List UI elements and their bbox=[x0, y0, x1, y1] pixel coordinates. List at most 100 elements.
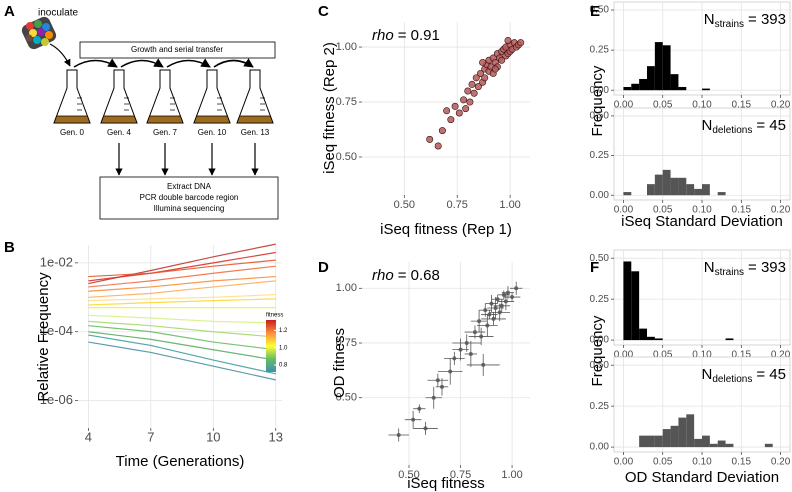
point bbox=[434, 142, 442, 150]
annotation-text: = 393 bbox=[748, 11, 786, 28]
line bbox=[88, 325, 276, 351]
point bbox=[464, 341, 469, 346]
annotation-text: = 0.68 bbox=[398, 267, 440, 284]
point bbox=[499, 303, 504, 308]
y-tick-label: 0.00 bbox=[590, 335, 610, 346]
x-tick-label: 0.75 bbox=[450, 469, 471, 481]
x-tick-label: 0.10 bbox=[692, 350, 712, 361]
point bbox=[505, 290, 510, 295]
x-axis-title: iSeq fitness (Rep 1) bbox=[380, 221, 512, 238]
y-axis-title: OD fitness bbox=[331, 328, 348, 398]
bar bbox=[670, 425, 679, 448]
point bbox=[396, 432, 401, 437]
point bbox=[452, 356, 457, 361]
annotation: rho = 0.68 bbox=[372, 267, 440, 284]
line bbox=[88, 341, 276, 381]
point bbox=[447, 116, 455, 124]
point bbox=[501, 292, 506, 297]
line bbox=[88, 298, 276, 306]
annotation-symbol: rho bbox=[372, 27, 394, 44]
x-tick-label: 4 bbox=[85, 429, 92, 444]
bar bbox=[623, 86, 632, 91]
flask bbox=[193, 69, 231, 124]
point bbox=[479, 58, 487, 66]
chart: 0.00 0.05 0.10 0.15 0.20 0.00 0.25 0.50 OD Stand… bbox=[590, 356, 791, 486]
x-tick-label: 0.00 bbox=[614, 457, 634, 468]
bar bbox=[647, 66, 655, 91]
point bbox=[493, 305, 498, 310]
colorbar-tick-label: 1.0 bbox=[279, 345, 288, 351]
annotation-symbol: N bbox=[704, 11, 715, 28]
bar bbox=[662, 45, 671, 91]
bar bbox=[764, 443, 773, 448]
bar bbox=[725, 338, 734, 341]
point bbox=[472, 330, 477, 335]
flask bbox=[236, 69, 274, 124]
x-tick-label: 0.00 bbox=[614, 205, 634, 216]
chart: 4 7 10 13 1e-02 1e-04 1e-06 fitness 1.2 1.0 0.8 B Ti… bbox=[4, 239, 288, 470]
flask-media bbox=[100, 115, 138, 124]
point bbox=[517, 39, 525, 47]
point bbox=[504, 36, 512, 44]
bar bbox=[678, 177, 687, 196]
x-axis-title: iSeq Standard Deviation bbox=[621, 213, 783, 230]
point bbox=[476, 69, 484, 77]
transfer-arrow bbox=[73, 58, 118, 68]
bar bbox=[631, 83, 640, 91]
transfer-label: Growth and serial transfer bbox=[131, 45, 223, 54]
annotation-text: = 393 bbox=[748, 259, 786, 276]
annotation-text: = 0.91 bbox=[398, 27, 440, 44]
x-tick-label: 0.05 bbox=[653, 350, 673, 361]
point bbox=[481, 74, 489, 82]
x-tick-label: 0.20 bbox=[771, 205, 791, 216]
point bbox=[455, 109, 463, 117]
point bbox=[497, 310, 502, 315]
point bbox=[487, 312, 492, 317]
point bbox=[411, 417, 416, 422]
diagram: A inoculate Growth and serial transfer E… bbox=[4, 3, 279, 220]
line bbox=[88, 251, 276, 282]
x-tick-label: 0.15 bbox=[732, 350, 752, 361]
inoculate-label: inoculate bbox=[38, 8, 78, 19]
annotation-symbol: N bbox=[702, 117, 713, 134]
point bbox=[477, 319, 482, 324]
flask-media bbox=[146, 115, 184, 124]
y-tick-label: 0.50 bbox=[590, 111, 610, 122]
line bbox=[88, 265, 276, 288]
annotation-text: = 45 bbox=[756, 366, 786, 383]
line bbox=[88, 331, 276, 361]
bar bbox=[662, 429, 671, 448]
colorbar-tick-label: 0.8 bbox=[279, 363, 288, 369]
chart: 0.00 0.05 0.10 0.15 0.200.000.250.50EFrequen… bbox=[589, 1, 791, 136]
point bbox=[498, 56, 506, 64]
line bbox=[88, 280, 276, 298]
annotation: Ndeletions = 45 bbox=[702, 117, 787, 136]
bar bbox=[717, 192, 726, 196]
x-tick-label: 0.10 bbox=[692, 100, 712, 111]
processing-box bbox=[99, 176, 279, 220]
point bbox=[451, 102, 459, 110]
y-tick-label: 0.75 bbox=[336, 337, 357, 349]
flask bbox=[53, 69, 91, 124]
line bbox=[88, 334, 276, 375]
generation-label: Gen. 4 bbox=[107, 128, 132, 137]
point bbox=[462, 105, 470, 113]
x-tick-label: 0.00 bbox=[614, 100, 634, 111]
x-tick-label: 1.00 bbox=[501, 469, 522, 481]
bar bbox=[686, 184, 695, 196]
x-tick-label: 0.00 bbox=[614, 350, 634, 361]
y-axis-title: iSeq fitness (Rep 2) bbox=[321, 42, 338, 174]
bar bbox=[623, 261, 632, 341]
point bbox=[470, 89, 478, 97]
processing-step: Illumina sequencing bbox=[154, 204, 225, 213]
bar bbox=[639, 328, 647, 341]
bar bbox=[694, 188, 702, 196]
plot-background bbox=[362, 262, 530, 465]
generation-label: Gen. 13 bbox=[241, 128, 270, 137]
line bbox=[88, 259, 276, 278]
point bbox=[464, 87, 472, 95]
y-tick-label: 0.50 bbox=[336, 392, 357, 404]
chart: 0.00 0.05 0.10 0.15 0.200.000.250.50FFrequen… bbox=[589, 249, 791, 386]
x-tick-label: 0.05 bbox=[653, 457, 673, 468]
transfer-box bbox=[79, 41, 276, 59]
